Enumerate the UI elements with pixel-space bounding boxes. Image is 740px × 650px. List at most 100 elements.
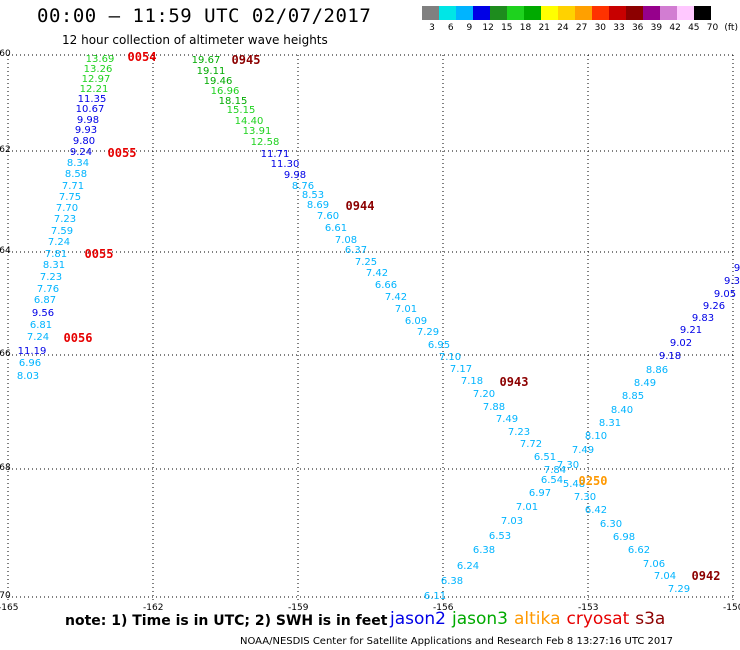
wave-height-value: 9.83 [692,313,714,324]
wave-height-value: 9.24 [70,147,92,158]
legend-swatch [575,6,592,20]
wave-height-value: 9.56 [32,308,54,319]
wave-height-value: 9.98 [77,115,99,126]
wave-height-value: 7.70 [56,203,78,214]
wave-height-value: 8.85 [622,391,644,402]
wave-height-value: 6.42 [585,505,607,516]
wave-height-value: 6.98 [613,532,635,543]
latitude-tick-label: -64 [0,246,11,256]
legend-label: 42 [669,23,681,33]
wave-height-value: 6.62 [628,545,650,556]
wave-height-value: 6.09 [405,316,427,327]
latitude-tick-label: -66 [0,349,11,359]
wave-height-value: 6.95 [428,340,450,351]
map-subtitle: 12 hour collection of altimeter wave hei… [62,33,328,47]
wave-height-value: 7.04 [654,571,676,582]
color-scale-labels: 3 6 9 12 15 18 21 24 27 30 33 36 39 42 45 70 (ft) [422,23,740,35]
pass-time-labels: 0054 0055 0055 0056 0945 0944 0943 0250 0942 [64,50,721,583]
wave-height-value: 11.19 [18,346,47,357]
legend-label: 36 [631,23,644,33]
wave-height-value: 7.76 [37,284,59,295]
wave-height-value: 6.54 [541,475,563,486]
pass-time-label: 0945 [232,53,261,67]
wave-height-value: 7.18 [461,376,483,387]
wave-height-value: 12.58 [251,137,280,148]
wave-height-value: 11.30 [271,159,300,170]
wave-height-value: 7.49 [496,414,518,425]
wave-height-value: 8.34 [67,158,89,169]
legend-label: 70 [706,23,719,33]
wave-height-value: 7.23 [40,272,62,283]
legend-label: (ft) [724,23,738,33]
wave-height-value: 7.29 [668,584,690,595]
wave-height-value: 7.49 [572,445,594,456]
wave-height-value: 5.48 [563,479,585,490]
longitude-tick-label: -156 [433,603,454,613]
wave-height-value: 11.35 [78,94,107,105]
legend-swatch [558,6,575,20]
legend-swatch [439,6,456,20]
legend-swatch [643,6,660,20]
wave-height-value: 7.25 [355,257,377,268]
wave-height-value: 9.3 [724,276,740,287]
wave-height-value: 6.38 [441,576,463,587]
wave-height-value: 6.38 [473,545,495,556]
satellite-legend-entry: jason2 [390,609,446,629]
wave-height-value: 7.60 [317,211,339,222]
pass-time-label: 0943 [500,375,529,389]
legend-swatch [592,6,609,20]
wave-height-value: 7.42 [385,292,407,303]
latitude-tick-label: -62 [0,145,11,155]
legend-label: 27 [575,23,588,33]
wave-height-value: 9.18 [659,351,681,362]
satellite-legend: jason2 jason3 altika cryosat s3a [390,609,671,629]
wave-height-value: 8.10 [585,431,607,442]
wave-height-value: 19.11 [197,66,226,77]
legend-swatch [694,6,711,20]
legend-label: 45 [688,23,700,33]
longitude-tick-label: -162 [143,603,164,613]
legend-swatch [609,6,626,20]
wave-height-value: 14.40 [235,116,264,127]
wave-height-value: 15.15 [227,105,256,116]
wave-height-value: 7.59 [51,226,73,237]
wave-height-value: 12.21 [80,84,109,95]
legend-label: 18 [519,23,532,33]
wave-height-value: 7.06 [643,559,665,570]
wave-height-value: 7.30 [574,492,596,503]
wave-height-value: 7.23 [54,214,76,225]
wave-height-value: 13.26 [84,64,113,75]
credit-line: NOAA/NESDIS Center for Satellite Applica… [240,636,673,647]
legend-label: 12 [482,23,494,33]
wave-height-value: 9.26 [703,301,725,312]
legend-label: 6 [447,23,454,33]
legend-label: 24 [557,23,569,33]
pass-time-label: 0055 [108,146,137,160]
pass-time-label: 0054 [128,50,157,64]
wave-height-value: 8.03 [17,371,39,382]
legend-swatch [660,6,677,20]
wave-height-value: 7.03 [501,516,523,527]
latitude-tick-label: -60 [0,49,11,59]
latitude-tick-label: -70 [0,591,11,601]
color-scale-legend [422,6,711,20]
wave-height-value: 9.02 [670,338,692,349]
altimeter-tracks: 13.6913.2612.9712.2111.3510.679.989.939.… [17,54,740,602]
legend-swatch [524,6,541,20]
satellite-legend-entry: cryosat [566,609,630,629]
wave-height-value: 12.97 [82,74,111,85]
wave-height-value: 8.53 [302,190,324,201]
wave-height-value: 7.30 [557,460,579,471]
wave-height-value: 6.81 [30,320,52,331]
longitude-tick-label: -165 [0,603,19,613]
legend-label: 33 [613,23,625,33]
legend-swatch [626,6,643,20]
wave-height-value: 8.49 [634,378,656,389]
wave-height-value: 6.87 [34,295,56,306]
wave-height-value: 7.88 [483,402,505,413]
wave-height-value: 7.01 [395,304,417,315]
wave-height-value: 7.20 [473,389,495,400]
wave-height-value: 7.72 [520,439,542,450]
wave-height-value: 11.71 [261,149,290,160]
legend-label: 30 [594,23,607,33]
